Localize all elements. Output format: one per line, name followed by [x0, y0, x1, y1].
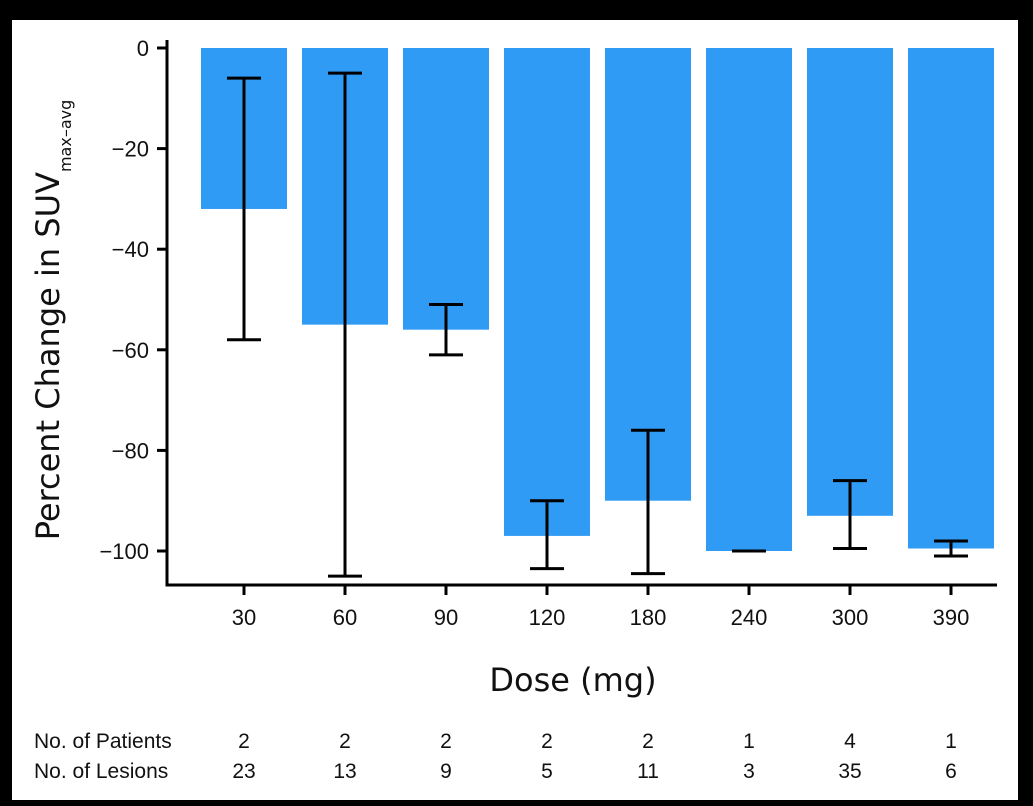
table-cell: 4	[844, 730, 856, 753]
table-cell: 11	[637, 760, 659, 783]
y-tick-label: −40	[112, 237, 149, 262]
axes-layer: 0 −20 −40 −60 −80 −100 30 60 90 120 180 240 300 390	[99, 36, 997, 630]
table-cell: 2	[642, 730, 654, 753]
table-cell: 2	[238, 730, 250, 753]
table-cell: 6	[945, 760, 957, 783]
x-tick-label: 90	[434, 605, 458, 630]
x-tick-label: 120	[529, 605, 566, 630]
error-bar-390	[934, 539, 968, 558]
bar-90	[403, 48, 489, 330]
table-cell: 2	[440, 730, 452, 753]
y-tick-label: −20	[112, 137, 149, 162]
bar-240	[706, 48, 792, 551]
error-bar-90	[429, 303, 463, 357]
bar-300	[807, 48, 893, 516]
x-tick-label: 180	[630, 605, 667, 630]
bars-layer	[201, 48, 994, 551]
x-axis-title: Dose (mg)	[489, 661, 656, 699]
error-bars-layer	[227, 71, 968, 578]
table-row-label: No. of Patients	[34, 730, 172, 753]
table-cell: 5	[541, 760, 553, 783]
patient-lesion-table: No. of Patients 2 2 2 2 2 1 4 1 No. of Lesions 23 1…	[34, 730, 957, 783]
error-bar-180	[631, 428, 665, 576]
y-tick-label: −60	[112, 338, 149, 363]
error-bar-60	[328, 71, 362, 578]
error-bar-30	[227, 76, 261, 342]
error-bar-120	[530, 499, 564, 571]
table-cell: 35	[838, 760, 861, 783]
table-cell: 1	[743, 730, 755, 753]
x-tick-label: 240	[731, 605, 768, 630]
table-row-label: No. of Lesions	[34, 760, 168, 783]
y-axis-title-main: Percent Change in SUV	[29, 172, 67, 540]
x-tick-label: 30	[232, 605, 256, 630]
bar-390	[908, 48, 994, 549]
x-tick-label: 300	[832, 605, 869, 630]
error-bar-300	[833, 479, 867, 550]
bar-chart: 0 −20 −40 −60 −80 −100 30 60 90 120 180 240 300 390 P…	[29, 36, 997, 783]
figure-panel: 0 −20 −40 −60 −80 −100 30 60 90 120 180 240 300 390 P…	[12, 20, 1018, 800]
x-tick-label: 60	[333, 605, 357, 630]
bar-180	[605, 48, 691, 501]
y-tick-label: 0	[137, 36, 149, 61]
bar-120	[504, 48, 590, 536]
table-cell: 13	[333, 760, 356, 783]
table-cell: 3	[743, 760, 755, 783]
y-axis-title: Percent Change in SUVmax–avg	[29, 100, 75, 541]
x-tick-label: 390	[933, 605, 970, 630]
y-axis-title-subscript: max–avg	[56, 100, 75, 172]
y-tick-label: −100	[99, 539, 149, 564]
table-cell: 2	[339, 730, 351, 753]
table-cell: 2	[541, 730, 553, 753]
table-cell: 9	[440, 760, 452, 783]
y-tick-label: −80	[112, 438, 149, 463]
table-cell: 1	[945, 730, 957, 753]
table-cell: 23	[232, 760, 255, 783]
